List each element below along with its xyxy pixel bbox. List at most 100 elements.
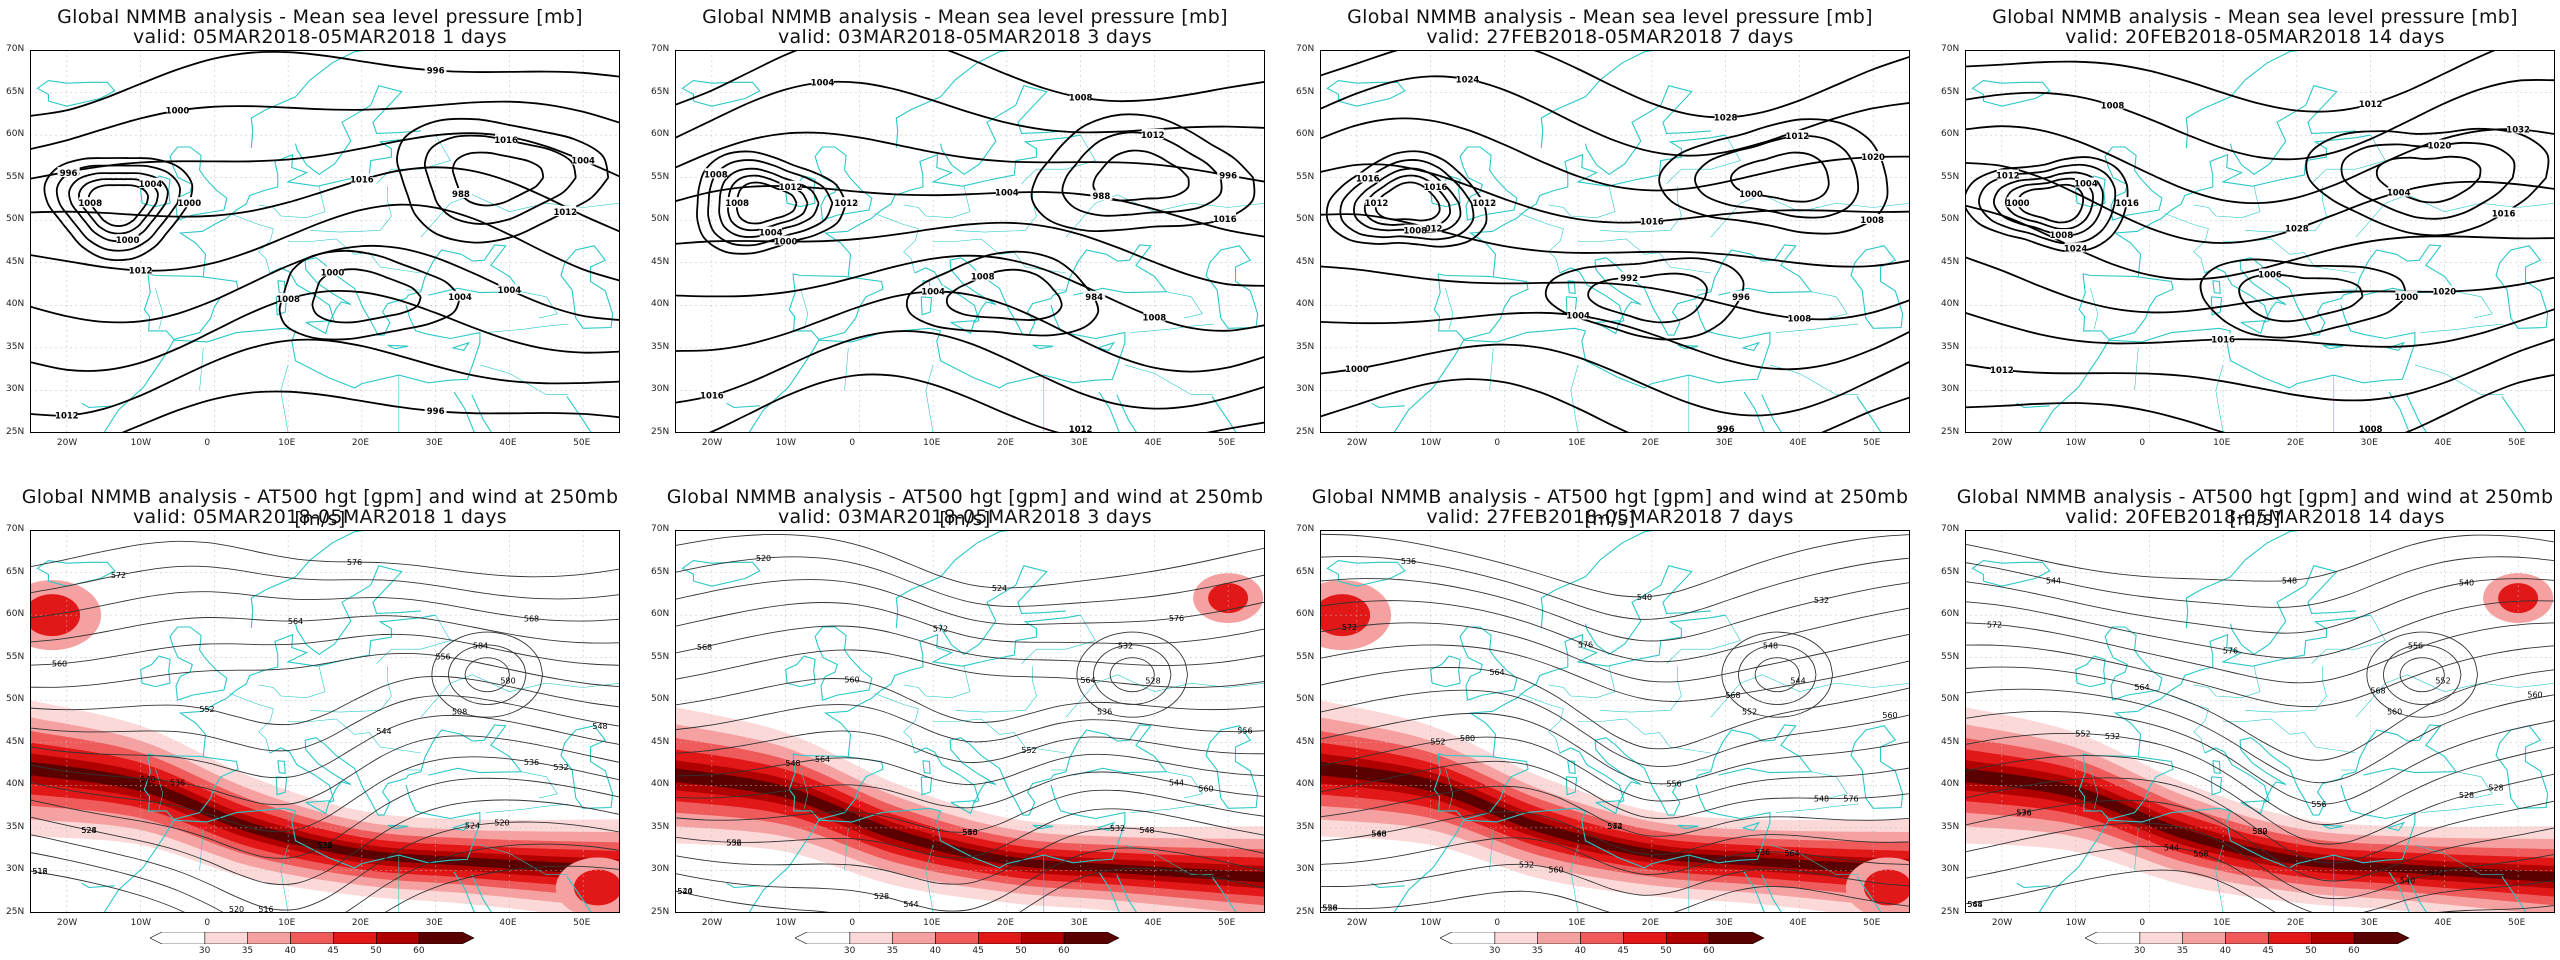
contour-label: 556	[1322, 903, 1337, 912]
border	[1811, 291, 1848, 319]
colorbar-tick-label: 60	[413, 946, 425, 956]
isobar	[1320, 343, 1910, 417]
height-contour	[675, 625, 1265, 666]
contour-label-bg	[922, 285, 945, 296]
coastline	[178, 614, 436, 757]
isobar	[1965, 308, 2555, 348]
border	[2311, 614, 2386, 664]
coastline	[453, 391, 488, 433]
coastlines	[681, 530, 1259, 913]
lat-tick-label: 40N	[1296, 299, 1315, 310]
contour-label-bg	[1640, 215, 1663, 226]
contour-label: 1008	[971, 273, 995, 283]
contour-label-bg	[554, 205, 577, 216]
lon-tick-label: 50E	[1218, 918, 1236, 928]
isobar	[2199, 258, 2408, 339]
coastline	[2229, 85, 2356, 175]
contour-label: 1016	[1213, 215, 1237, 225]
coastline	[452, 341, 471, 352]
colorbar-tick-label: 40	[2219, 946, 2232, 956]
lon-tick-label: 0	[2139, 918, 2146, 928]
height-contour	[448, 644, 527, 705]
contour-label: 544	[903, 900, 918, 909]
wind-shade-blob	[573, 869, 620, 906]
contour-label: 1012	[2359, 100, 2383, 110]
contour-label: 1000	[774, 238, 798, 248]
contour-label: 1000	[166, 107, 190, 117]
wind-shade-level-6	[675, 768, 1265, 883]
contour-label: 536	[1401, 557, 1416, 566]
border	[1130, 323, 1214, 333]
coastline	[1605, 244, 1813, 336]
contour-label: 1008	[2359, 425, 2383, 433]
height-contour	[1965, 578, 2555, 634]
border	[479, 844, 569, 875]
coastline	[2212, 280, 2221, 295]
contour-labels: 548 544 540 536 532 528 552 556 560 564 568 572 576 5…	[1967, 576, 2542, 909]
lat-tick-label: 60N	[1296, 129, 1315, 140]
contour-label: 552	[1742, 708, 1757, 717]
contour-label: 572	[111, 571, 126, 580]
border	[420, 194, 620, 238]
colorbar-tick-label: 35	[886, 946, 899, 956]
coastlines	[36, 50, 614, 433]
height-contour	[30, 799, 620, 886]
lat-tick-label: 55N	[1296, 651, 1315, 662]
height-contour	[1965, 688, 2555, 784]
panel-title: Global NMMB analysis - AT500 hgt [gpm] a…	[1956, 486, 2554, 530]
contour-label-bg	[1213, 212, 1236, 223]
contour-label: 1012	[553, 208, 577, 218]
coastline	[2113, 614, 2371, 757]
border	[485, 803, 569, 813]
contour-label-bg	[2064, 242, 2087, 253]
contour-label-bg	[1069, 91, 1092, 102]
border	[2215, 364, 2224, 433]
border	[485, 323, 569, 333]
border	[310, 666, 392, 713]
isobar	[675, 50, 1265, 106]
panel-valid-period: valid: 20FEB2018-05MAR2018 14 days	[2065, 506, 2445, 528]
border	[2090, 768, 2099, 810]
contour-label: 1008	[1069, 93, 1093, 103]
coastlines	[36, 530, 614, 913]
lat-tick-label: 35N	[651, 341, 670, 352]
lat-tick-label: 65N	[1941, 86, 1960, 97]
wind-speed-shading	[30, 580, 620, 913]
contour-label: 560	[1198, 784, 1213, 793]
contour-label: 996	[60, 169, 78, 179]
height-contour	[1965, 600, 2555, 659]
lon-tick-label: 0	[849, 918, 856, 928]
isobar	[1965, 162, 2555, 244]
contour-label-bg	[835, 197, 858, 208]
colorbar-tick-label: 30	[843, 946, 856, 956]
lat-tick-label: 30N	[651, 864, 670, 875]
coastline	[2250, 724, 2458, 816]
contour-label: 580	[500, 677, 515, 686]
coastline	[2388, 391, 2423, 433]
contour-label: 512	[32, 867, 47, 876]
contour-label: 996	[1717, 425, 1735, 433]
lon-tick-label: 20W	[1991, 438, 2013, 448]
contour-label: 996	[1732, 293, 1750, 303]
lon-tick-label: 10E	[923, 438, 941, 448]
isobar	[68, 172, 169, 243]
wind-shade-level-6	[1320, 761, 1910, 876]
colorbar-swatch	[2182, 932, 2226, 944]
contour-label-bg	[2212, 333, 2235, 344]
coastline	[1565, 776, 1578, 796]
colorbar-tick-label: 40	[284, 946, 297, 956]
contour-label: 548	[592, 722, 607, 731]
lat-lon-grid	[675, 50, 1265, 433]
height-contour	[1754, 657, 1800, 693]
border	[2134, 827, 2139, 871]
contour-label-bg	[57, 167, 80, 178]
isobar	[1965, 338, 2555, 402]
coastline	[2495, 725, 2549, 809]
border	[925, 364, 934, 433]
map-frame: 528 532 536 540 544 548 552 556 560 564 568 572 576 5…	[1320, 530, 1910, 913]
border	[228, 693, 274, 754]
isobar	[1320, 117, 1910, 192]
contour-label-bg	[2428, 139, 2451, 150]
colorbar-swatch	[935, 932, 979, 944]
height-contour	[675, 771, 1265, 809]
